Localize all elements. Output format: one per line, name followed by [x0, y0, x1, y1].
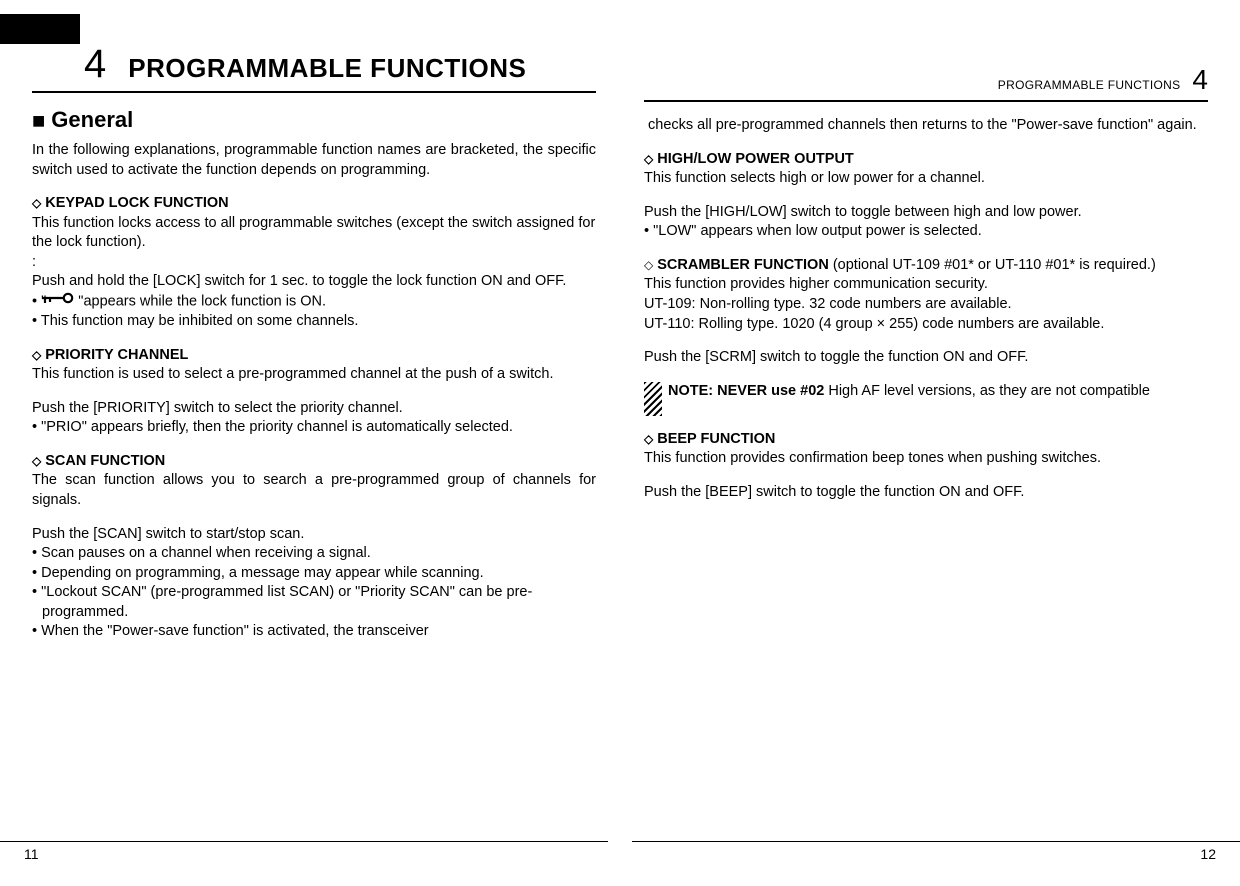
diamond-icon: ◇	[32, 454, 41, 468]
page-spread: 4 PROGRAMMABLE FUNCTIONS ■ General In the…	[0, 0, 1240, 886]
body-text: Push the [SCAN] switch to start/stop sca…	[32, 525, 596, 545]
section-title-text: General	[51, 107, 133, 132]
section-marker-icon: ■	[32, 110, 45, 132]
bullet-item: • "Lockout SCAN" (pre-programmed list SC…	[32, 583, 596, 622]
subhead-text: SCAN FUNCTION	[45, 453, 165, 469]
bullet-item: • This function may be inhibited on some…	[32, 312, 596, 332]
intro-paragraph: In the following explanations, programma…	[32, 141, 596, 180]
running-header: PROGRAMMABLE FUNCTIONS 4	[644, 64, 1208, 102]
body-text: This function selects high or low power …	[644, 169, 1208, 189]
subhead-text: KEYPAD LOCK FUNCTION	[45, 195, 228, 211]
page-number-left: 11	[24, 846, 39, 862]
diamond-icon: ◇	[32, 196, 41, 210]
subhead-beep-function: ◇ BEEP FUNCTION	[644, 430, 1208, 450]
body-text: Push the [SCRM] switch to toggle the fun…	[644, 348, 1208, 368]
diamond-icon: ◇	[32, 348, 41, 362]
body-text: UT-110: Rolling type. 1020 (4 group × 25…	[644, 315, 1208, 335]
body-text: Push the [BEEP] switch to toggle the fun…	[644, 483, 1208, 503]
body-text: UT-109: Non-rolling type. 32 code number…	[644, 295, 1208, 315]
bullet-item: • "PRIO" appears briefly, then the prior…	[32, 418, 596, 438]
hatch-icon	[644, 382, 662, 416]
note-bold: NOTE: NEVER use #02	[668, 383, 824, 399]
chapter-title: PROGRAMMABLE FUNCTIONS	[128, 53, 526, 84]
bullet-item: • When the "Power-save function" is acti…	[32, 622, 596, 642]
bullet-item: • Scan pauses on a channel when receivin…	[32, 544, 596, 564]
body-text: This function provides higher communicat…	[644, 275, 1208, 295]
subhead-keypad-lock: ◇ KEYPAD LOCK FUNCTION	[32, 194, 596, 214]
subhead-scrambler: ◇ SCRAMBLER FUNCTION (optional UT-109 #01…	[644, 256, 1208, 276]
body-text: This function is used to select a pre-pr…	[32, 365, 596, 385]
body-text: The scan function allows you to search a…	[32, 471, 596, 510]
left-page: 4 PROGRAMMABLE FUNCTIONS ■ General In the…	[0, 0, 620, 886]
continuation-text: checks all pre-programmed channels then …	[644, 116, 1208, 136]
diamond-icon: ◇	[644, 258, 653, 272]
running-header-text: PROGRAMMABLE FUNCTIONS	[998, 78, 1181, 92]
running-header-number: 4	[1192, 64, 1208, 96]
subhead-scan-function: ◇ SCAN FUNCTION	[32, 452, 596, 472]
body-text: This function provides confirmation beep…	[644, 449, 1208, 469]
key-icon	[50, 291, 74, 311]
body-text: :	[32, 253, 596, 273]
subhead-text: PRIORITY CHANNEL	[45, 347, 188, 363]
subhead-priority-channel: ◇ PRIORITY CHANNEL	[32, 346, 596, 366]
bullet-item: • " "appears while the lock function is …	[32, 292, 596, 312]
side-tab	[0, 14, 80, 44]
body-text: This function locks access to all progra…	[32, 214, 596, 253]
diamond-icon: ◇	[644, 432, 653, 446]
footer-rule	[0, 841, 608, 842]
body-text: Push the [PRIORITY] switch to select the…	[32, 399, 596, 419]
bullet-text: "appears while the lock function is ON.	[74, 294, 326, 310]
page-number-right: 12	[1200, 846, 1216, 862]
chapter-number: 4	[84, 42, 106, 87]
diamond-icon: ◇	[644, 152, 653, 166]
body-text: Push the [HIGH/LOW] switch to toggle bet…	[644, 203, 1208, 223]
subhead-text: HIGH/LOW POWER OUTPUT	[657, 151, 854, 167]
note-rest: High AF level versions, as they are not …	[824, 383, 1150, 399]
chapter-header: 4 PROGRAMMABLE FUNCTIONS	[32, 42, 596, 93]
subhead-suffix: (optional UT-109 #01* or UT-110 #01* is …	[829, 257, 1156, 273]
subhead-high-low-power: ◇ HIGH/LOW POWER OUTPUT	[644, 150, 1208, 170]
note-block: NOTE: NEVER use #02 High AF level versio…	[644, 382, 1208, 416]
left-body: In the following explanations, programma…	[32, 141, 596, 642]
bullet-item: • "LOW" appears when low output power is…	[644, 222, 1208, 242]
subhead-text: SCRAMBLER FUNCTION	[657, 257, 829, 273]
footer-rule	[632, 841, 1240, 842]
right-page: PROGRAMMABLE FUNCTIONS 4 checks all pre-…	[620, 0, 1240, 886]
right-body: checks all pre-programmed channels then …	[644, 116, 1208, 502]
section-title: ■ General	[32, 107, 596, 133]
body-text: Push and hold the [LOCK] switch for 1 se…	[32, 272, 596, 292]
note-text: NOTE: NEVER use #02 High AF level versio…	[668, 382, 1150, 402]
subhead-text: BEEP FUNCTION	[657, 431, 775, 447]
bullet-item: • Depending on programming, a message ma…	[32, 564, 596, 584]
